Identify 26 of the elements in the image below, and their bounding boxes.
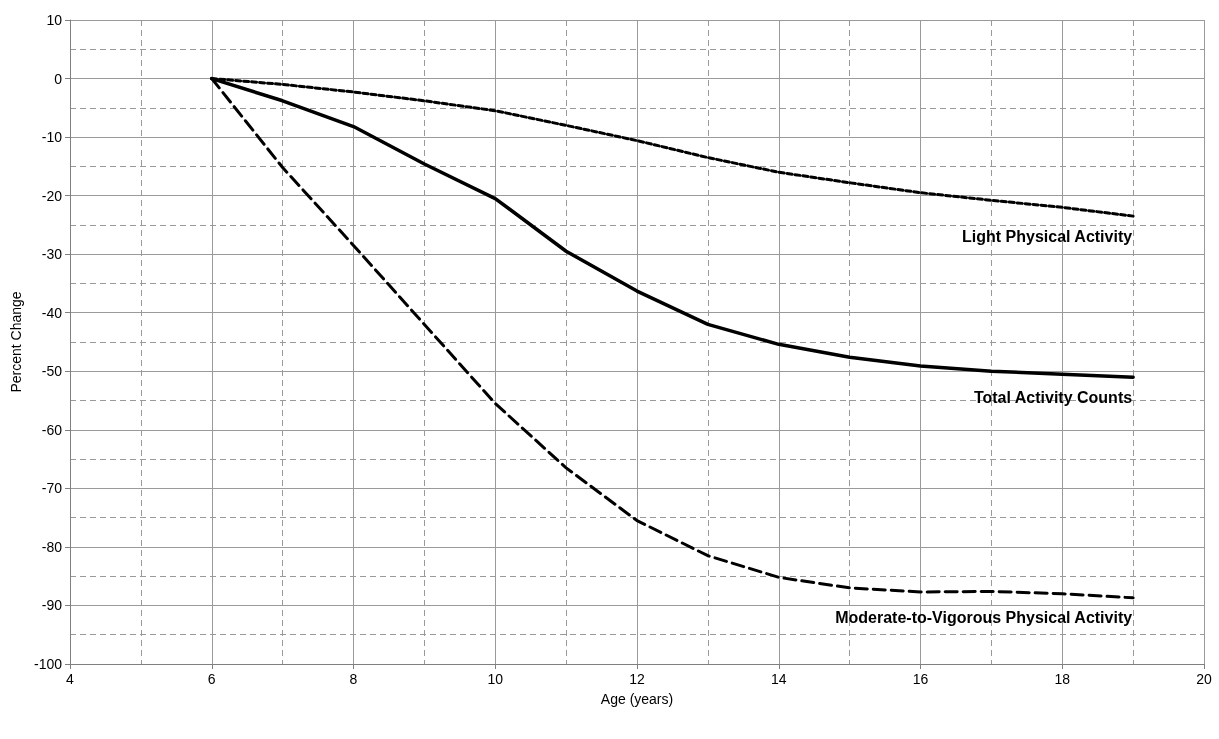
y-tick-label: -70 [41, 480, 63, 497]
x-tick-label: 8 [349, 671, 358, 687]
y-tick-label: -90 [41, 597, 63, 614]
y-tick-label: -20 [41, 187, 63, 204]
x-tick-label: 12 [629, 671, 645, 687]
y-tick-label: -30 [41, 246, 63, 263]
y-axis-title: Percent Change [8, 291, 25, 393]
y-tick-label: -100 [33, 656, 63, 672]
series-label: Total Activity Counts [973, 388, 1133, 406]
y-tick-label: -80 [41, 538, 63, 555]
x-tick-label: 16 [912, 671, 929, 687]
x-tick-label: 18 [1054, 671, 1071, 687]
x-tick-label: 20 [1196, 671, 1212, 687]
y-tick-label: -10 [41, 129, 63, 146]
x-tick-label: 14 [770, 671, 787, 687]
x-tick-label: 10 [487, 671, 504, 687]
y-tick-label: 10 [46, 12, 63, 28]
x-tick-label: 4 [66, 671, 75, 687]
x-tick-label: 6 [207, 671, 216, 687]
series-label: Light Physical Activity [962, 227, 1133, 245]
y-tick-label: -50 [41, 363, 63, 380]
y-tick-label: -40 [41, 304, 63, 321]
y-tick-label: 0 [54, 70, 63, 87]
series-label: Moderate-to-Vigorous Physical Activity [835, 609, 1133, 627]
y-tick-label: -60 [41, 421, 63, 438]
x-axis-title: Age (years) [600, 691, 674, 707]
